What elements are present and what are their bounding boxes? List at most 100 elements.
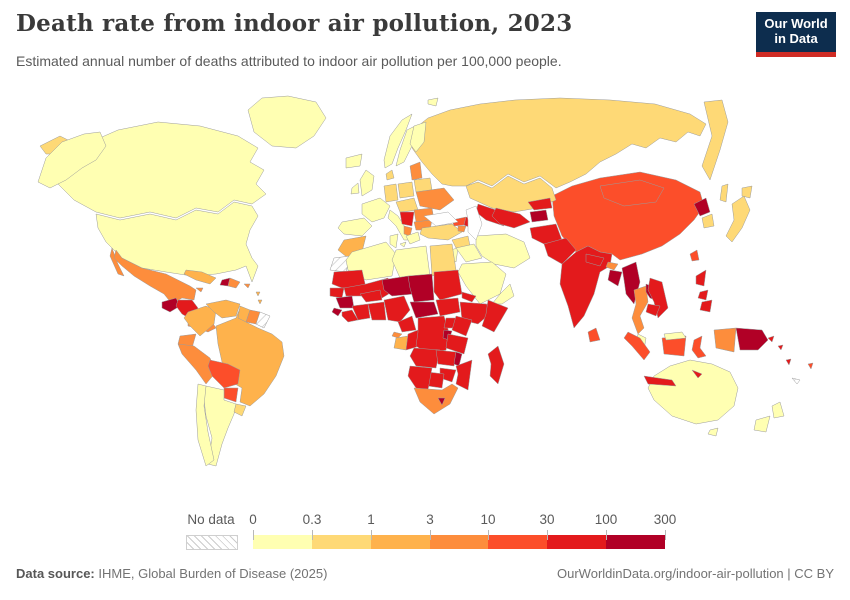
legend-no-data-swatch[interactable] — [186, 535, 238, 550]
country-pakistan[interactable] — [543, 237, 577, 265]
country-baltic-states[interactable] — [409, 161, 423, 181]
country-solomon-islands-2[interactable] — [777, 344, 784, 351]
country-turkey[interactable] — [419, 223, 463, 241]
country-guinea[interactable] — [335, 295, 355, 309]
legend-color-bar[interactable] — [253, 535, 666, 549]
country-south-africa[interactable] — [413, 383, 459, 415]
country-uzbekistan[interactable] — [491, 207, 531, 229]
country-libya[interactable] — [391, 245, 431, 279]
country-new-caledonia[interactable] — [791, 377, 801, 385]
country-svalbard[interactable] — [427, 97, 439, 107]
country-poland[interactable] — [397, 181, 415, 199]
country-finland[interactable] — [409, 121, 427, 153]
world-choropleth-map[interactable] — [0, 88, 850, 508]
country-namibia[interactable] — [407, 365, 433, 391]
country-australia[interactable] — [647, 359, 739, 425]
legend-segment-30-100[interactable] — [547, 535, 607, 549]
country-spain-portugal[interactable] — [337, 217, 373, 237]
country-bangladesh[interactable] — [607, 269, 623, 287]
country-india[interactable] — [559, 245, 613, 329]
country-new-zealand-south[interactable] — [753, 415, 771, 433]
country-chad[interactable] — [407, 273, 435, 303]
country-taiwan[interactable] — [689, 249, 700, 262]
country-saudi-arabia[interactable] — [457, 261, 507, 305]
country-papua-new-guinea[interactable] — [735, 327, 769, 351]
country-france[interactable] — [361, 197, 391, 223]
country-ivory-coast[interactable] — [351, 303, 371, 321]
country-colombia[interactable] — [183, 305, 217, 337]
country-venezuela[interactable] — [205, 299, 241, 319]
country-russia[interactable] — [411, 97, 707, 189]
country-indonesia-sumatra[interactable] — [623, 331, 651, 361]
country-australia-tasmania[interactable] — [707, 427, 719, 437]
country-liberia[interactable] — [341, 309, 359, 323]
country-guatemala[interactable] — [161, 297, 181, 313]
country-paraguay[interactable] — [223, 387, 239, 403]
country-cambodia[interactable] — [645, 303, 661, 317]
country-iraq[interactable] — [455, 243, 483, 263]
country-united-kingdom[interactable] — [359, 169, 375, 197]
country-greece[interactable] — [405, 231, 421, 245]
country-greenland[interactable] — [247, 95, 327, 149]
country-fiji[interactable] — [807, 362, 814, 370]
legend-segment-0.3-1[interactable] — [311, 535, 371, 549]
country-japan-hokkaido[interactable] — [741, 185, 753, 199]
country-jamaica[interactable] — [195, 287, 204, 293]
country-philippines-visayas[interactable] — [697, 289, 709, 301]
country-kyrgyzstan[interactable] — [527, 197, 553, 211]
country-new-zealand-north[interactable] — [771, 401, 785, 419]
country-zambia[interactable] — [435, 349, 457, 367]
country-ukraine[interactable] — [415, 187, 455, 211]
country-somalia[interactable] — [481, 299, 509, 333]
country-bolivia[interactable] — [207, 359, 241, 389]
country-sri-lanka[interactable] — [587, 327, 601, 343]
country-puerto-rico[interactable] — [243, 283, 251, 289]
country-french-guiana[interactable] — [255, 311, 271, 329]
country-gabon[interactable] — [393, 335, 409, 351]
country-vanuatu[interactable] — [785, 358, 792, 366]
country-chile[interactable] — [195, 383, 215, 467]
country-mexico[interactable] — [113, 249, 197, 305]
country-nigeria[interactable] — [383, 295, 411, 323]
country-timor-leste[interactable] — [691, 369, 703, 379]
country-philippines-mindanao[interactable] — [699, 299, 713, 313]
country-south-sudan[interactable] — [435, 297, 461, 317]
country-malaysia-borneo[interactable] — [663, 331, 687, 341]
country-cuba[interactable] — [183, 269, 217, 285]
country-eritrea[interactable] — [461, 291, 477, 303]
country-norway[interactable] — [383, 113, 413, 169]
country-mozambique[interactable] — [455, 359, 473, 391]
country-solomon-islands-1[interactable] — [767, 335, 775, 343]
country-angola[interactable] — [409, 347, 441, 369]
country-lesser-antilles-1[interactable] — [255, 291, 261, 297]
country-philippines-luzon[interactable] — [695, 269, 707, 287]
country-burkina-faso[interactable] — [359, 289, 383, 303]
legend-segment-100-300[interactable] — [606, 535, 666, 549]
country-madagascar[interactable] — [487, 345, 505, 385]
country-russia-kamchatka[interactable] — [701, 99, 729, 181]
country-cameroon[interactable] — [397, 315, 417, 333]
country-peru[interactable] — [177, 343, 217, 385]
legend-segment-1-3[interactable] — [370, 535, 430, 549]
country-lesser-antilles-2[interactable] — [257, 299, 263, 305]
country-japan[interactable] — [725, 195, 751, 243]
license-link[interactable]: OurWorldinData.org/indoor-air-pollution … — [557, 566, 834, 581]
country-canada[interactable] — [57, 121, 267, 219]
legend-segment-10-30[interactable] — [488, 535, 548, 549]
country-central-african-republic[interactable] — [409, 301, 439, 319]
country-kenya[interactable] — [451, 315, 473, 337]
owid-logo[interactable]: Our World in Data — [756, 12, 836, 52]
country-north-korea[interactable] — [693, 197, 711, 217]
country-uruguay[interactable] — [233, 403, 247, 417]
country-indonesia-java[interactable] — [643, 375, 677, 387]
country-vietnam[interactable] — [647, 277, 669, 319]
country-usa-alaska[interactable] — [37, 131, 107, 189]
country-thailand[interactable] — [631, 285, 649, 335]
country-nepal[interactable] — [585, 253, 605, 267]
country-ghana-togo-benin[interactable] — [367, 301, 387, 321]
country-mongolia[interactable] — [599, 179, 665, 207]
country-iran[interactable] — [475, 233, 531, 269]
country-italy-sicily[interactable] — [399, 241, 407, 248]
country-niger[interactable] — [381, 275, 415, 297]
country-lesotho[interactable] — [437, 397, 446, 406]
